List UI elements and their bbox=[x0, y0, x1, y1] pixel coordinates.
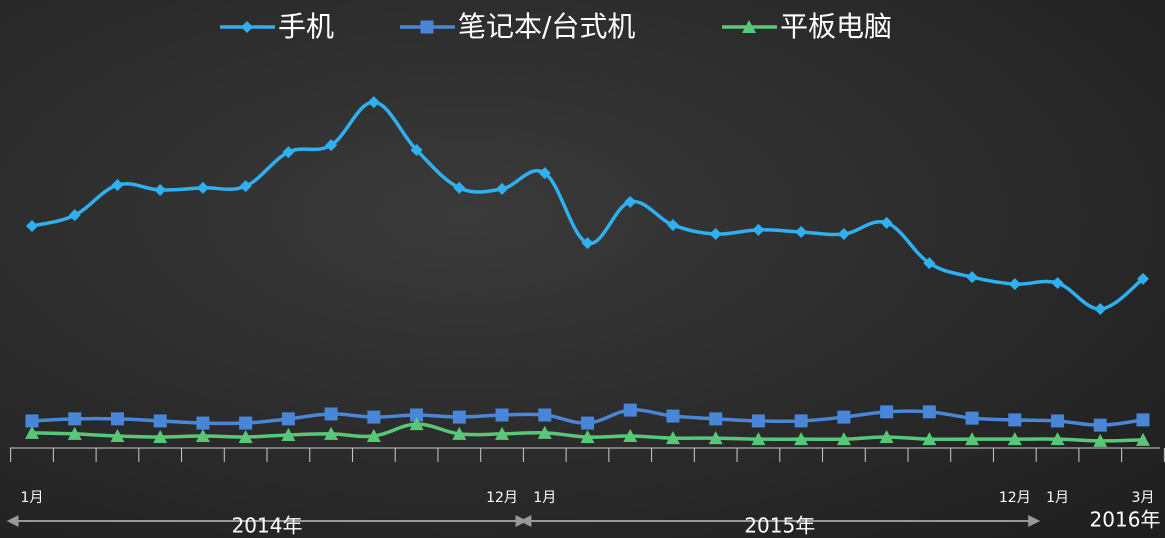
point bbox=[537, 425, 552, 439]
point bbox=[665, 431, 680, 445]
point bbox=[837, 410, 851, 424]
point bbox=[409, 417, 424, 431]
point bbox=[196, 181, 209, 194]
point bbox=[581, 237, 594, 250]
point bbox=[496, 182, 509, 195]
x-tick-label: 12月 bbox=[486, 490, 518, 506]
point bbox=[880, 216, 893, 229]
point bbox=[624, 195, 637, 208]
point bbox=[709, 412, 723, 426]
point bbox=[1051, 277, 1064, 290]
point bbox=[1051, 414, 1065, 428]
point bbox=[1136, 413, 1150, 427]
point bbox=[879, 430, 894, 444]
point bbox=[239, 180, 252, 193]
point bbox=[1094, 302, 1107, 315]
point bbox=[837, 228, 850, 241]
point bbox=[410, 408, 424, 422]
point bbox=[966, 271, 979, 284]
point bbox=[366, 429, 381, 442]
point bbox=[965, 432, 980, 446]
point bbox=[195, 429, 210, 442]
point bbox=[794, 414, 808, 428]
point bbox=[965, 411, 979, 425]
point bbox=[196, 416, 210, 430]
point bbox=[154, 183, 167, 196]
x-tick-label: 1月 bbox=[533, 490, 556, 506]
point bbox=[1050, 432, 1065, 446]
point bbox=[153, 430, 168, 444]
point bbox=[110, 429, 125, 442]
point bbox=[281, 412, 295, 426]
point bbox=[794, 432, 809, 446]
point bbox=[623, 429, 638, 442]
point bbox=[666, 409, 680, 423]
point bbox=[1008, 413, 1022, 427]
point bbox=[708, 431, 723, 445]
x-tick-label: 12月 bbox=[999, 490, 1031, 506]
point bbox=[580, 430, 595, 444]
point bbox=[453, 181, 466, 194]
point bbox=[751, 414, 765, 428]
legend-label: 笔记本/台式机 bbox=[458, 10, 635, 43]
point bbox=[922, 405, 936, 419]
point bbox=[1008, 278, 1021, 291]
point bbox=[709, 228, 722, 241]
point bbox=[281, 427, 296, 441]
point bbox=[324, 426, 339, 440]
point bbox=[68, 209, 81, 222]
point bbox=[324, 407, 338, 421]
point bbox=[581, 416, 594, 430]
point bbox=[1093, 433, 1108, 447]
point bbox=[880, 405, 894, 419]
point bbox=[111, 179, 124, 192]
point bbox=[538, 408, 552, 422]
group-label: 2014年 bbox=[232, 514, 303, 538]
point bbox=[367, 96, 380, 109]
point bbox=[25, 414, 39, 428]
point bbox=[410, 144, 423, 157]
point bbox=[153, 414, 167, 428]
point bbox=[623, 403, 637, 417]
point bbox=[752, 223, 765, 236]
x-tick-label: 1月 bbox=[1046, 490, 1069, 506]
point bbox=[238, 430, 253, 444]
point bbox=[923, 257, 936, 270]
point bbox=[495, 426, 510, 440]
x-tick-label: 3月 bbox=[1132, 490, 1155, 506]
legend-marker bbox=[241, 21, 253, 33]
group-label: 2015年 bbox=[744, 514, 815, 538]
point bbox=[751, 432, 766, 446]
legend-marker bbox=[742, 20, 756, 33]
point bbox=[67, 426, 82, 440]
point bbox=[1007, 432, 1022, 446]
point bbox=[239, 416, 253, 430]
point bbox=[367, 410, 381, 424]
point bbox=[1093, 418, 1107, 432]
point bbox=[452, 410, 466, 424]
point bbox=[495, 408, 509, 422]
point bbox=[922, 432, 937, 446]
point bbox=[68, 412, 82, 426]
point bbox=[325, 139, 338, 152]
legend-marker bbox=[420, 20, 434, 34]
point bbox=[795, 225, 808, 238]
legend-label: 手机 bbox=[278, 10, 334, 43]
point bbox=[666, 218, 679, 231]
x-tick-label: 1月 bbox=[21, 490, 44, 506]
point bbox=[836, 432, 851, 446]
point bbox=[1136, 432, 1150, 446]
point bbox=[282, 146, 295, 159]
legend-label: 平板电脑 bbox=[780, 10, 892, 43]
point bbox=[1137, 272, 1149, 285]
group-label: 2016年 bbox=[1090, 508, 1161, 532]
point bbox=[25, 425, 39, 439]
point bbox=[110, 412, 124, 426]
point bbox=[26, 220, 38, 232]
point bbox=[452, 426, 467, 440]
point bbox=[538, 167, 551, 180]
